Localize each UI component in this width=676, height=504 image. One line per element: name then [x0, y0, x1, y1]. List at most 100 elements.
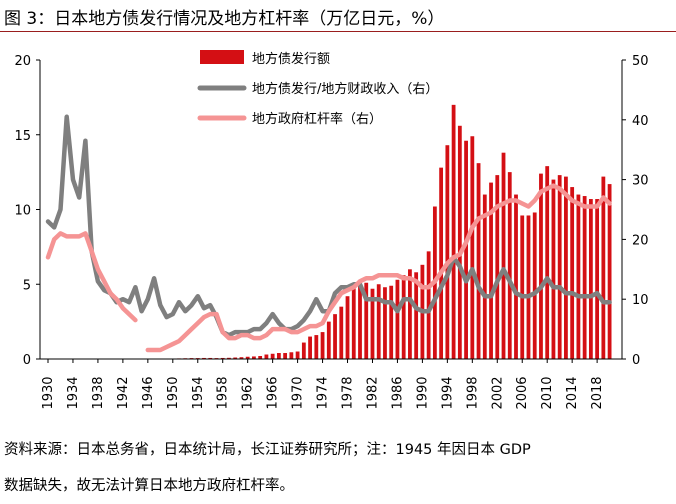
issuance-bar-1988: [408, 269, 412, 359]
issuance-bar-1956: [208, 357, 213, 359]
issuance-bar-2012: [557, 175, 562, 359]
axes: 0 5 10 15 20 0 10 20 30 40 50 1930 1934 1938 1942 1946 1…: [14, 54, 648, 410]
issuance-bar-1974: [320, 332, 325, 359]
issuance-bar-1967: [276, 353, 281, 359]
issuance-bar-2019: [601, 176, 606, 359]
x-tick-label-1986: 1986: [390, 376, 405, 409]
x-tick-label-1974: 1974: [316, 376, 331, 409]
issuance-bar-2020: [607, 184, 612, 359]
issuance-bar-1998: [470, 136, 475, 359]
right-tick-label-40: 40: [632, 114, 649, 129]
issuance-bar-2004: [507, 172, 512, 359]
issuance-bar-2014: [570, 187, 575, 359]
left-tick-label-10: 10: [14, 204, 31, 219]
legend-swatch-issuance: [200, 50, 244, 64]
x-tick-label-1930: 1930: [41, 376, 56, 409]
issuance-bar-1965: [264, 354, 269, 359]
x-tick-label-1942: 1942: [116, 376, 131, 409]
issuance-bar-1962: [245, 356, 250, 359]
x-tick-label-1946: 1946: [141, 376, 156, 409]
issuance-bar-1961: [239, 357, 244, 359]
issuance-bar-1984: [383, 287, 387, 359]
x-tick-label-2002: 2002: [490, 376, 505, 409]
issuance-bar-1979: [351, 287, 356, 359]
x-tick-label-1958: 1958: [216, 376, 231, 409]
issuance-bar-2013: [564, 176, 568, 359]
legend-label-0: 地方债发行额: [252, 51, 330, 67]
issuance-bar-1963: [252, 356, 256, 359]
issuance-bar-1981: [364, 282, 369, 359]
issuance-bar-2006: [520, 215, 525, 359]
fiscal-ratio-line-seg-0: [45, 114, 612, 338]
x-tick-label-2006: 2006: [515, 376, 530, 409]
x-tick-label-1994: 1994: [440, 376, 455, 409]
x-tick-label-1990: 1990: [415, 376, 430, 409]
issuance-bar-1996: [457, 125, 462, 359]
issuance-bar-2016: [582, 196, 587, 359]
issuance-bar-1959: [227, 357, 231, 359]
x-tick-label-1998: 1998: [465, 376, 480, 409]
issuance-bar-1997: [464, 140, 468, 359]
issuance-bar-1994: [445, 145, 450, 359]
legend-label-1: 地方债发行/地方财政收入（右）: [252, 81, 438, 97]
combo-chart: 0 5 10 15 20 0 10 20 30 40 50 1930 1934 1938 1942 1946 1…: [14, 50, 649, 410]
issuance-bar-2008: [532, 212, 537, 359]
leverage-line-seg-1: [145, 183, 612, 353]
issuance-bar-1977: [339, 306, 344, 359]
issuance-bar-1982: [370, 288, 375, 359]
x-tick-label-1934: 1934: [66, 376, 81, 409]
issuance-bar-2011: [551, 179, 556, 359]
issuance-bar-2005: [514, 194, 518, 359]
x-tick-label-2018: 2018: [590, 376, 605, 409]
left-tick-label-5: 5: [23, 278, 31, 293]
left-tick-label-0: 0: [23, 353, 31, 368]
issuance-bar-2017: [588, 199, 593, 359]
legend-label-2: 地方政府杠杆率（右）: [252, 111, 382, 127]
issuance-bar-1972: [308, 336, 312, 359]
title-bar: 图 3：日本地方债发行情况及地方杠杆率（万亿日元，%）: [0, 0, 676, 32]
issuance-bar-2001: [489, 182, 493, 359]
issuance-bar-1964: [258, 356, 263, 359]
issuance-bar-1980: [358, 285, 362, 359]
x-tick-label-1954: 1954: [191, 376, 206, 409]
issuance-bar-1960: [233, 357, 238, 359]
x-tick-label-1950: 1950: [166, 376, 181, 409]
x-tick-label-1962: 1962: [241, 376, 256, 409]
issuance-bar-1993: [439, 167, 444, 359]
issuance-bar-1987: [401, 275, 406, 359]
issuance-bar-1968: [283, 353, 288, 359]
leverage-line-seg-0: [45, 231, 138, 323]
x-tick-label-1970: 1970: [291, 376, 306, 409]
issuance-bar-2000: [482, 194, 487, 359]
issuance-bar-2010: [545, 166, 550, 359]
x-tick-label-1966: 1966: [266, 376, 281, 409]
issuance-bar-1995: [451, 104, 456, 359]
right-tick-label-30: 30: [632, 174, 649, 189]
right-tick-label-10: 10: [632, 293, 649, 308]
issuance-bar-1955: [202, 357, 206, 359]
issuance-bar-1978: [345, 296, 350, 359]
figure-title: 图 3：日本地方债发行情况及地方杠杆率（万亿日元，%）: [4, 9, 445, 29]
left-tick-label-15: 15: [14, 129, 31, 144]
issuance-bar-1958: [220, 357, 225, 359]
x-tick-label-1982: 1982: [365, 376, 380, 409]
issuance-bar-1975: [326, 321, 331, 359]
issuance-bars: [145, 104, 612, 360]
left-tick-label-20: 20: [14, 54, 31, 69]
issuance-bar-2003: [501, 152, 506, 359]
right-tick-label-20: 20: [632, 233, 649, 248]
x-tick-label-1938: 1938: [91, 376, 106, 409]
line-series: [45, 114, 612, 353]
issuance-bar-2009: [539, 173, 543, 359]
issuance-bar-1983: [376, 284, 381, 359]
issuance-bar-2007: [526, 215, 531, 359]
issuance-bar-1973: [314, 335, 319, 359]
issuance-bar-1971: [301, 342, 306, 359]
x-tick-label-2010: 2010: [540, 376, 555, 409]
issuance-bar-2018: [595, 199, 600, 359]
issuance-bar-1986: [395, 279, 400, 359]
issuance-bar-1970: [295, 351, 300, 359]
issuance-bar-1985: [389, 285, 394, 359]
right-tick-label-50: 50: [632, 54, 649, 69]
issuance-bar-1966: [270, 353, 275, 359]
